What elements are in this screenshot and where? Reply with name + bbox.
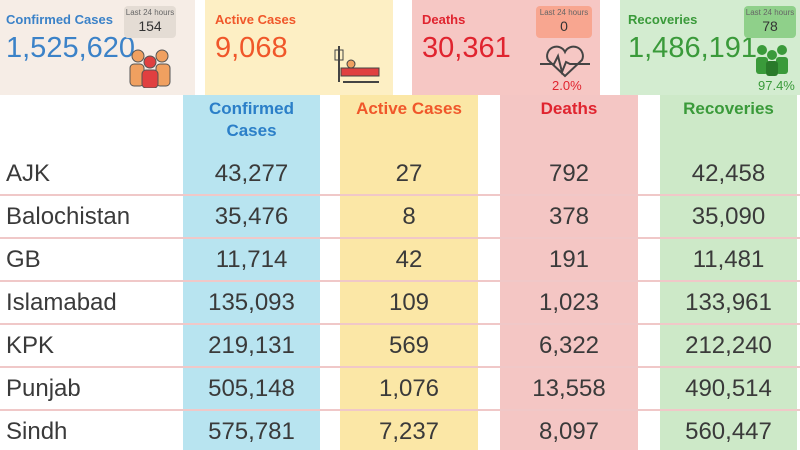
last-24-value: 78: [762, 18, 778, 34]
table-cell: 35,090: [691, 203, 766, 230]
row-separator: [0, 366, 800, 368]
last-24-box: Last 24 hours 154: [124, 6, 176, 38]
percent: 2.0%: [552, 78, 582, 93]
table-cell: 8,097: [538, 418, 600, 445]
last-24-value: 0: [560, 18, 568, 34]
region-name: Balochistan: [6, 203, 131, 230]
column-header: Active Cases: [356, 99, 462, 118]
table-cell: 560,447: [685, 418, 772, 445]
people-icon: [756, 45, 788, 76]
last-24-value: 154: [138, 18, 162, 34]
card-recoveries: Recoveries 1,486,191 Last 24 hours 78 97.…: [620, 0, 800, 95]
table-cell: 109: [388, 289, 430, 316]
card-value: 9,068: [215, 32, 288, 64]
table-cell: 135,093: [208, 289, 295, 316]
card-title: Confirmed Cases: [6, 12, 113, 27]
table-cell: 191: [548, 246, 590, 273]
card-active: Active Cases 9,068: [205, 0, 393, 95]
card-title: Deaths: [422, 12, 466, 27]
table-cell: 212,240: [685, 332, 772, 359]
region-name: Punjab: [6, 375, 81, 402]
table-cell: 11,714: [215, 246, 288, 273]
last-24-label: Last 24 hours: [125, 8, 175, 17]
table-cell: 27: [395, 160, 423, 187]
table-cell: 378: [548, 203, 590, 230]
table-cell: 792: [548, 160, 590, 187]
table-cell: 1,076: [378, 375, 440, 402]
region-name: GB: [6, 246, 41, 273]
card-value: 1,525,620: [6, 32, 136, 64]
table-cell: 42,458: [691, 160, 766, 187]
table-cell: 133,961: [685, 289, 772, 316]
last-24-label: Last 24 hours: [745, 8, 795, 17]
table-cell: 35,476: [214, 203, 289, 230]
heart-icon: [540, 45, 590, 78]
table-cell: 1,023: [538, 289, 600, 316]
column-bg: [660, 95, 797, 450]
row-separator: [0, 409, 800, 411]
region-name: Islamabad: [6, 289, 117, 316]
people-icon: [129, 49, 171, 88]
card-title: Recoveries: [628, 12, 698, 27]
last-24-box: Last 24 hours 0: [536, 6, 592, 38]
table-cell: 13,558: [532, 375, 606, 402]
region-name: Sindh: [6, 418, 68, 445]
bed-icon: [334, 46, 380, 83]
table-cell: 6,322: [538, 332, 600, 359]
row-separator: [0, 280, 800, 282]
region-name: KPK: [6, 332, 55, 359]
row-separator: [0, 323, 800, 325]
table-cell: 7,237: [378, 418, 440, 445]
row-separator: [0, 237, 800, 239]
table-cell: 42: [395, 246, 423, 273]
card-title: Active Cases: [215, 12, 296, 27]
card-confirmed: Confirmed Cases 1,525,620 Last 24 hours 1…: [0, 0, 195, 95]
table-cell: 219,131: [208, 332, 295, 359]
column-bg: [340, 95, 478, 450]
card-value: 1,486,191: [628, 32, 758, 64]
column-header: Deaths: [540, 99, 598, 118]
table-cell: 575,781: [208, 418, 295, 445]
table-cell: 569: [388, 332, 430, 359]
card-deaths: Deaths 30,361 Last 24 hours 0 2.0%: [412, 0, 600, 95]
last-24-box: Last 24 hours 78: [744, 6, 796, 38]
column-header: Recoveries: [683, 99, 774, 118]
table-cell: 490,514: [685, 375, 772, 402]
table-cell: 505,148: [208, 375, 295, 402]
table-cell: 8: [402, 203, 416, 230]
card-value: 30,361: [422, 32, 511, 64]
last-24-label: Last 24 hours: [539, 8, 589, 17]
table-cell: 43,277: [214, 160, 289, 187]
row-separator: [0, 194, 800, 196]
percent: 97.4%: [758, 78, 795, 93]
column-bg: [500, 95, 638, 450]
region-name: AJK: [6, 160, 51, 187]
column-bg: [183, 95, 320, 450]
table-cell: 11,481: [692, 246, 765, 273]
column-header: Confirmed Cases: [209, 99, 294, 140]
